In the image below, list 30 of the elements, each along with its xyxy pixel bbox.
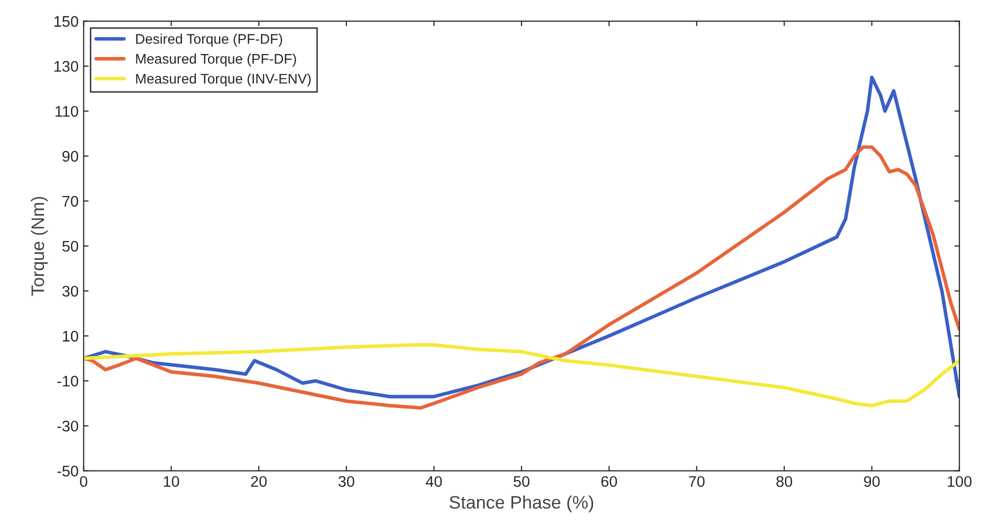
y-tick-label: -50 [57, 466, 78, 476]
y-tick-label: 130 [54, 60, 78, 72]
x-tick-label: 10 [164, 476, 180, 487]
x-tick-label: 20 [251, 476, 267, 487]
legend-label: Measured Torque (PF-DF) [136, 54, 296, 66]
x-tick-label: 100 [948, 476, 972, 487]
x-tick-label: 40 [426, 476, 442, 487]
y-tick-label: 150 [54, 16, 78, 27]
x-tick-label: 50 [514, 476, 530, 487]
y-tick-label: 50 [62, 240, 78, 252]
line-series [84, 145, 960, 410]
y-tick-label: 110 [56, 106, 78, 117]
y-tick-label: -10 [57, 376, 78, 387]
x-tick-label: 0 [80, 476, 88, 487]
line-series [84, 76, 960, 398]
x-tick-label: 90 [864, 476, 880, 487]
y-axis-title: Torque (Nm) [30, 196, 48, 296]
x-tick-label: 80 [776, 476, 792, 487]
legend-label: Measured Torque (INV-ENV) [136, 73, 311, 86]
x-axis-title: Stance Phase (%) [450, 495, 594, 512]
y-tick-label: 30 [62, 286, 78, 297]
y-tick-label: -30 [57, 420, 78, 432]
y-tick-label: 70 [62, 196, 78, 207]
line-series [84, 343, 960, 408]
legend-label: Desired Torque (PF-DF) [136, 34, 282, 47]
y-tick-label: 90 [62, 150, 78, 162]
x-tick-label: 60 [601, 476, 617, 487]
x-tick-label: 30 [338, 476, 354, 487]
x-tick-label: 70 [688, 476, 705, 487]
y-tick-label: 10 [62, 330, 78, 342]
